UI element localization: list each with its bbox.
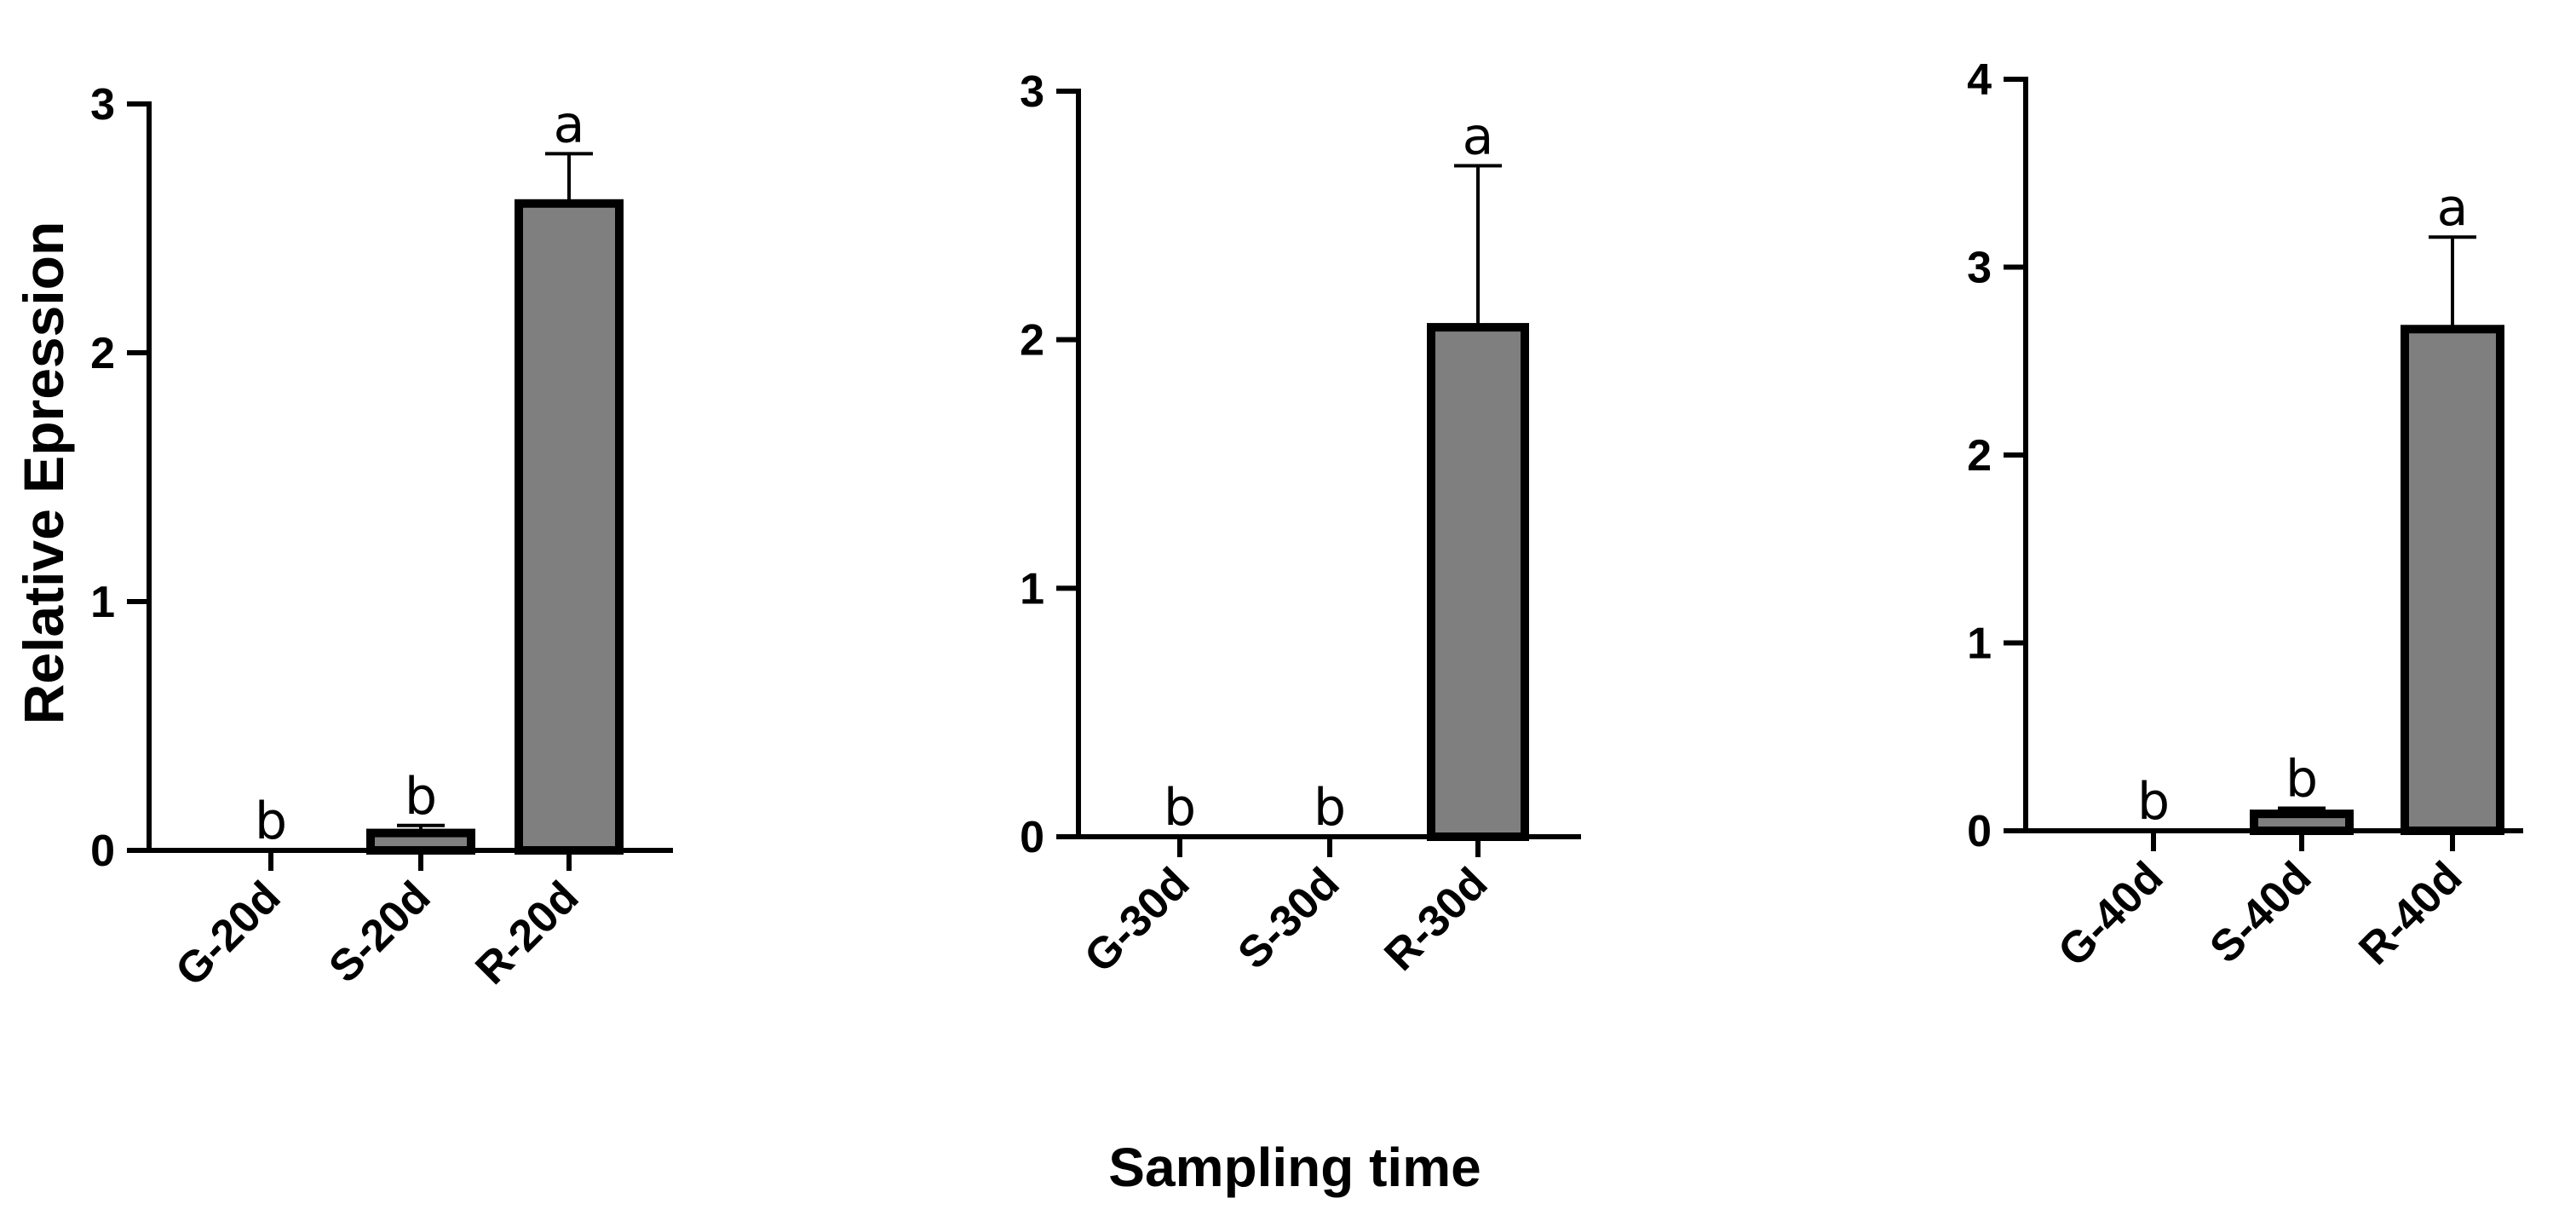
- y-tick-label: 1: [1020, 564, 1044, 614]
- significance-label: a: [1463, 107, 1494, 167]
- x-axis-title: Sampling time: [1108, 1137, 1481, 1198]
- significance-label: b: [255, 792, 287, 851]
- chart-panels: 0 1 2 3 b G-20d b S-20d a R-20d 0 1 2 3 b G-30d b S-30d a R…: [90, 55, 2523, 996]
- y-tick-label: 0: [1020, 813, 1044, 862]
- bar-r-40d: [2401, 325, 2504, 835]
- y-axis-title: Relative Epression: [12, 222, 75, 725]
- significance-label: b: [1164, 778, 1196, 838]
- x-tick-label: G-40d: [2049, 852, 2172, 976]
- y-tick-label: 0: [90, 827, 115, 876]
- x-tick-label: S-20d: [319, 872, 440, 992]
- chart-panel-3: 0 1 2 3 4 b G-40d b S-40d a R-40d: [1967, 55, 2523, 976]
- x-tick-label: S-30d: [1228, 858, 1348, 978]
- x-tick-label: R-30d: [1375, 858, 1497, 980]
- y-tick-label: 3: [90, 80, 115, 130]
- chart-panel-2: 0 1 2 3 b G-30d b S-30d a R-30d: [1020, 67, 1581, 982]
- bar-r-30d: [1427, 323, 1529, 842]
- x-tick-label: G-20d: [166, 872, 290, 995]
- chart-panel-1: 0 1 2 3 b G-20d b S-20d a R-20d: [90, 80, 673, 996]
- y-tick-label: 0: [1967, 807, 1992, 856]
- y-tick-label: 3: [1967, 244, 1992, 293]
- y-tick-label: 2: [1967, 431, 1992, 481]
- y-tick-label: 4: [1967, 55, 1992, 105]
- y-axis-title-group: Relative Epression: [12, 222, 75, 725]
- bar-s-20d: [366, 828, 475, 855]
- y-tick-label: 2: [90, 329, 115, 378]
- significance-label: b: [405, 767, 437, 827]
- x-tick-label: R-40d: [2349, 852, 2471, 974]
- y-tick-label: 2: [1020, 316, 1044, 366]
- x-tick-label: R-20d: [466, 872, 588, 994]
- significance-label: a: [554, 95, 585, 154]
- significance-label: a: [2437, 178, 2469, 238]
- y-tick-label: 1: [90, 578, 115, 627]
- y-tick-label: 1: [1967, 619, 1992, 669]
- significance-label: b: [2286, 750, 2318, 809]
- y-tick-label: 3: [1020, 67, 1044, 117]
- significance-label: b: [1314, 778, 1346, 838]
- significance-label: b: [2137, 772, 2170, 832]
- bar-s-40d: [2250, 809, 2354, 836]
- x-tick-label: S-40d: [2200, 852, 2320, 972]
- bar-r-20d: [515, 199, 624, 855]
- x-tick-label: G-30d: [1075, 858, 1199, 982]
